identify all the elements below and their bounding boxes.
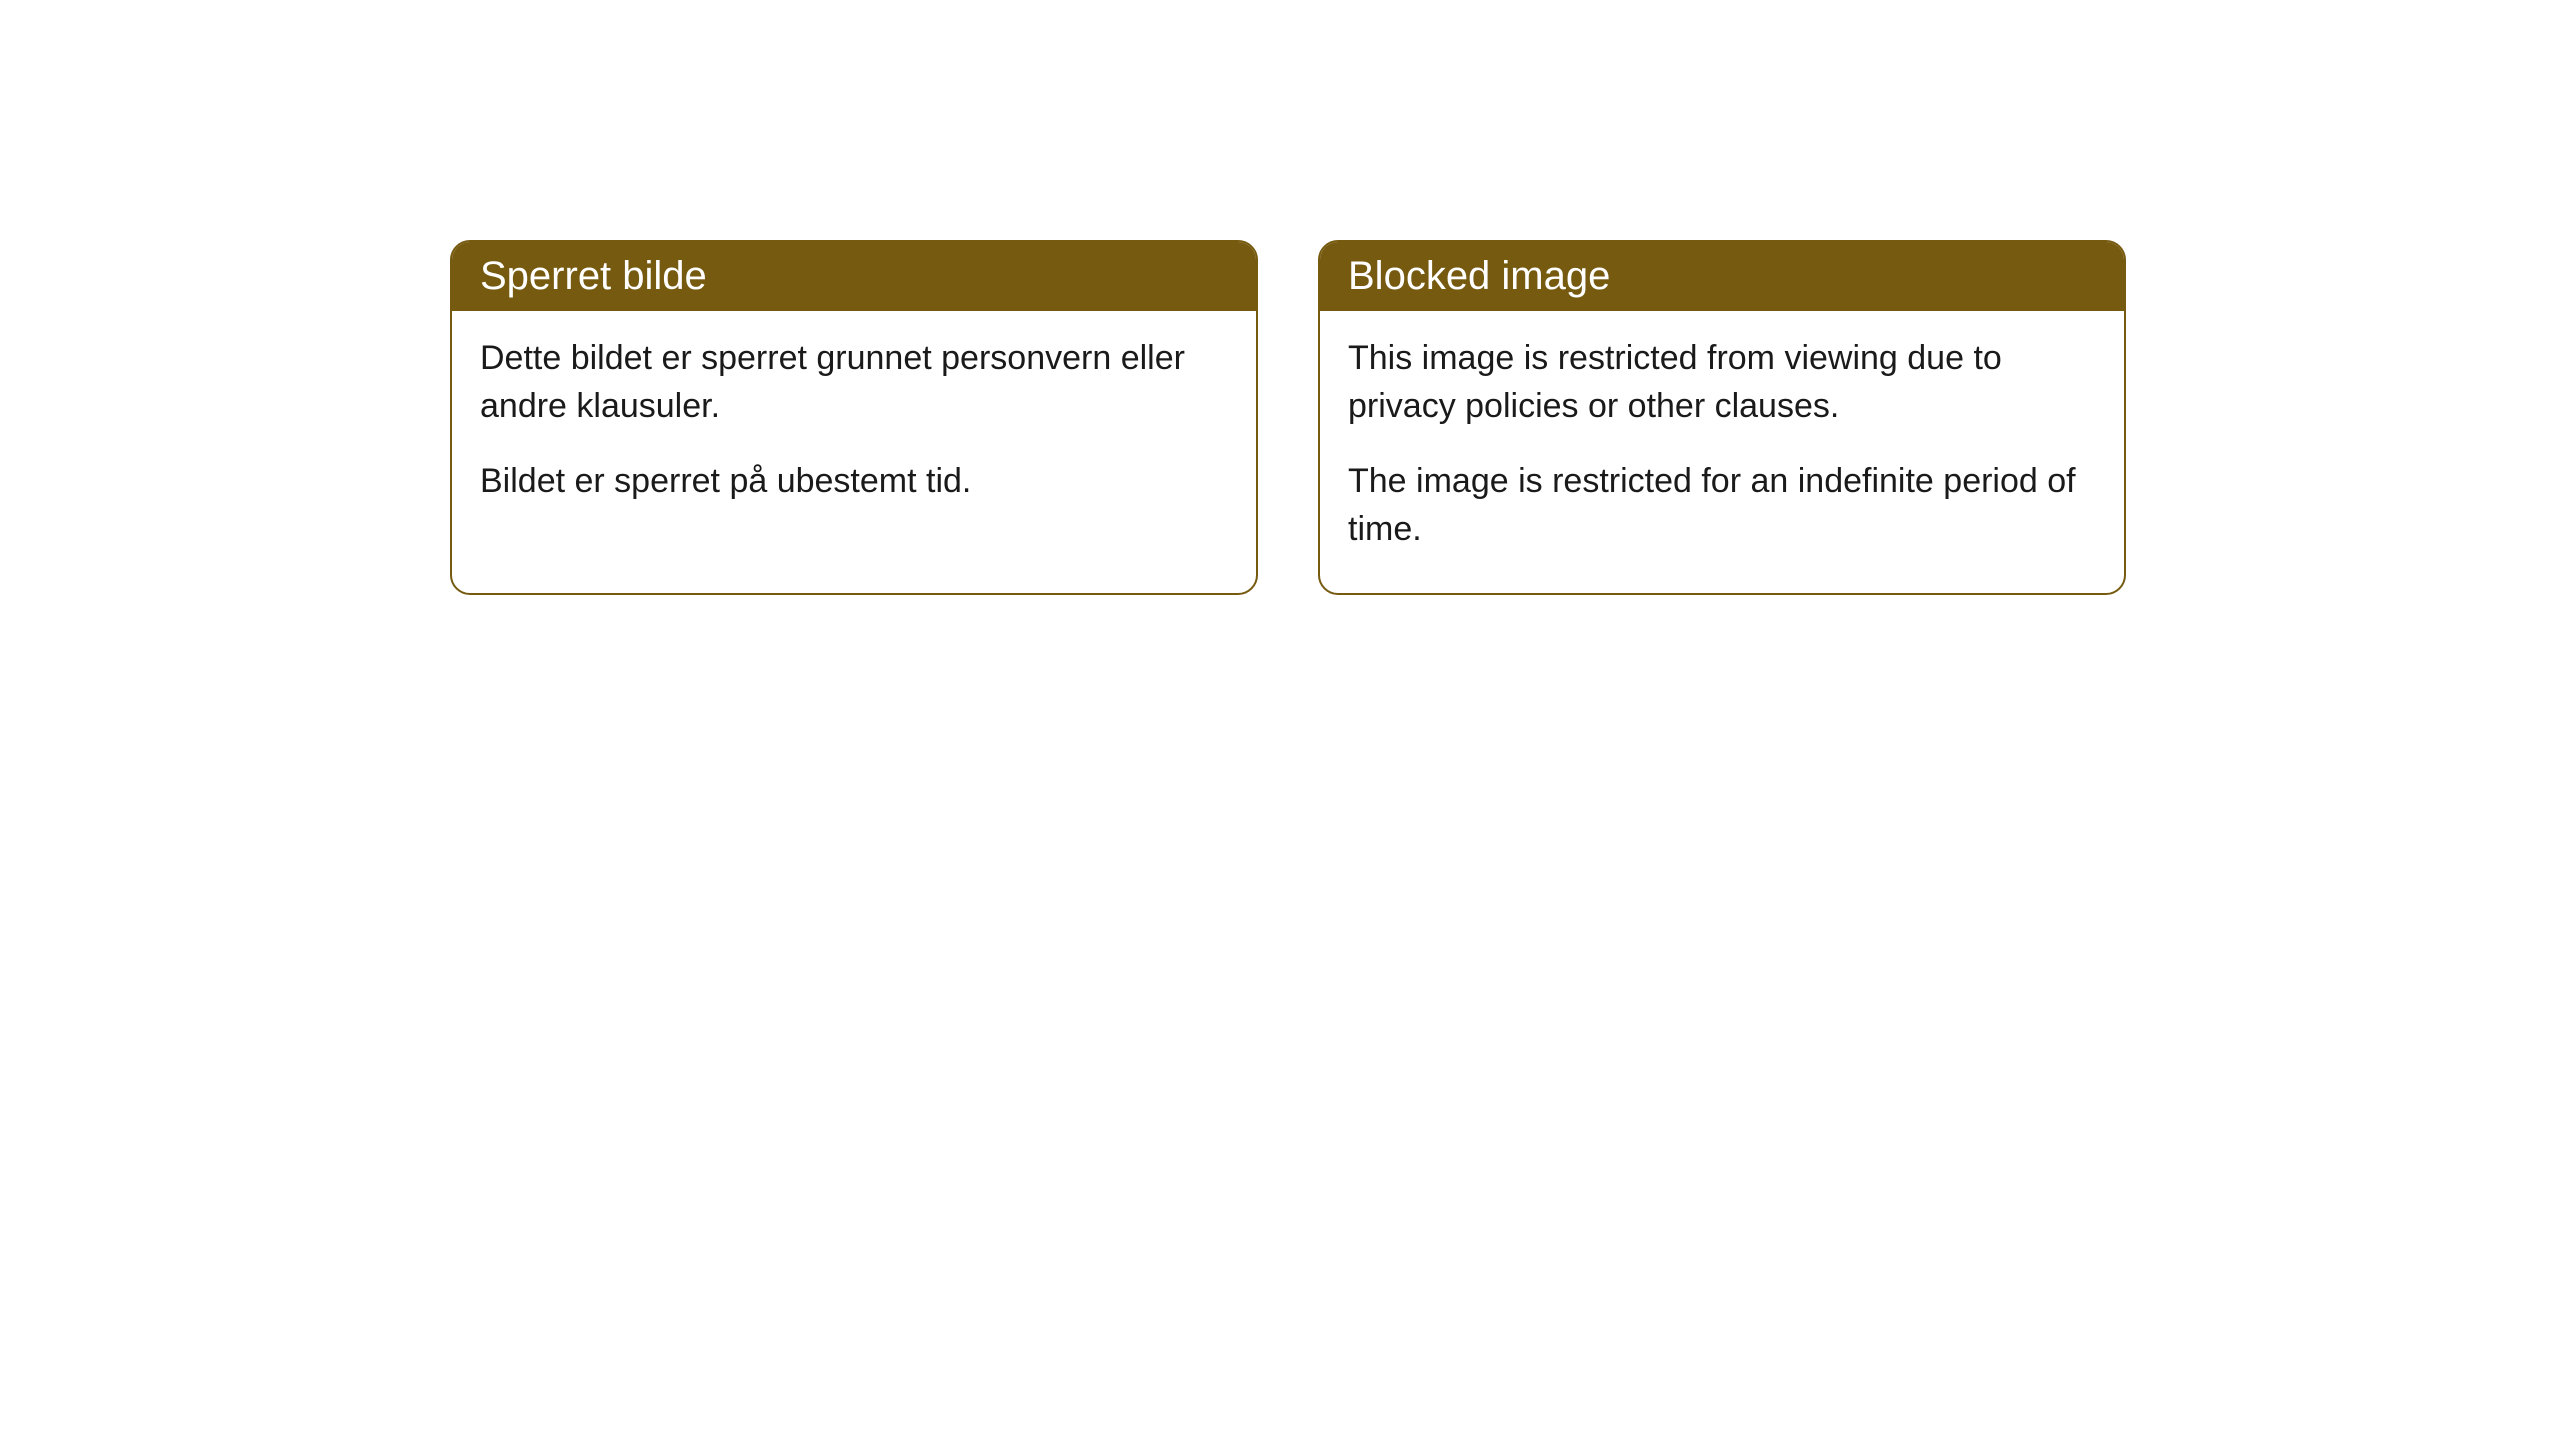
card-header: Blocked image xyxy=(1320,242,2124,311)
card-header: Sperret bilde xyxy=(452,242,1256,311)
card-body: This image is restricted from viewing du… xyxy=(1320,311,2124,593)
notice-text: Bildet er sperret på ubestemt tid. xyxy=(480,458,1228,506)
notice-container: Sperret bilde Dette bildet er sperret gr… xyxy=(450,240,2126,595)
notice-text: Dette bildet er sperret grunnet personve… xyxy=(480,335,1228,430)
notice-text: The image is restricted for an indefinit… xyxy=(1348,458,2096,553)
notice-text: This image is restricted from viewing du… xyxy=(1348,335,2096,430)
card-title: Blocked image xyxy=(1348,254,1610,298)
notice-card-norwegian: Sperret bilde Dette bildet er sperret gr… xyxy=(450,240,1258,595)
card-body: Dette bildet er sperret grunnet personve… xyxy=(452,311,1256,546)
notice-card-english: Blocked image This image is restricted f… xyxy=(1318,240,2126,595)
card-title: Sperret bilde xyxy=(480,254,707,298)
